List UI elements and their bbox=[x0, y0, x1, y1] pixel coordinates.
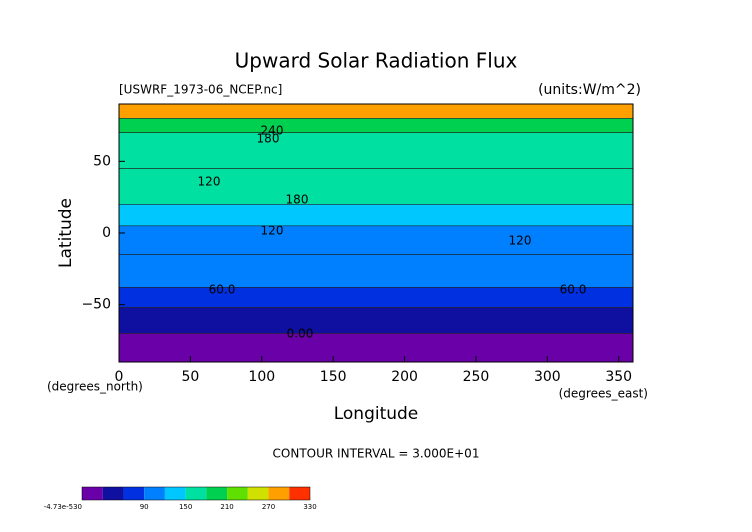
colorbar-label: 210 bbox=[220, 503, 233, 511]
colorbar-segment bbox=[164, 487, 186, 500]
field-band bbox=[118, 168, 634, 205]
x-tick-label: 200 bbox=[391, 369, 418, 385]
colorbar-segment bbox=[185, 487, 207, 500]
colorbar-label: -4.73e-530 bbox=[44, 503, 82, 511]
chart-title: Upward Solar Radiation Flux bbox=[235, 49, 518, 73]
colorbar-label: 330 bbox=[303, 503, 316, 511]
colorbar-segment bbox=[144, 487, 165, 500]
field-band bbox=[118, 254, 634, 288]
y-tick-label: 0 bbox=[102, 225, 111, 241]
colorbar-label: 90 bbox=[140, 503, 149, 511]
colorbar-segment bbox=[247, 487, 269, 500]
x-tick-label: 250 bbox=[463, 369, 490, 385]
colorbar-segment bbox=[227, 487, 248, 500]
contour-label: 120 bbox=[509, 234, 532, 248]
x-tick-label: 100 bbox=[248, 369, 275, 385]
y-unit: (degrees_north) bbox=[47, 380, 143, 394]
field-band bbox=[118, 103, 634, 119]
colorbar-segment bbox=[289, 487, 310, 500]
field-band bbox=[118, 287, 634, 308]
contour-label: 60.0 bbox=[560, 283, 587, 297]
colorbar-segment bbox=[268, 487, 290, 500]
subtitle: [USWRF_1973-06_NCEP.nc] bbox=[119, 83, 282, 97]
field-band bbox=[118, 225, 634, 255]
contour-label: 120 bbox=[198, 175, 221, 189]
units: (units:W/m^2) bbox=[538, 82, 641, 98]
contour-interval: CONTOUR INTERVAL = 3.000E+01 bbox=[273, 447, 480, 461]
x-unit: (degrees_east) bbox=[559, 387, 648, 401]
y-tick-label: 50 bbox=[93, 153, 111, 169]
contour-label: 0.00 bbox=[287, 327, 314, 341]
x-tick-label: 50 bbox=[181, 369, 199, 385]
x-tick-label: 150 bbox=[320, 369, 347, 385]
y-axis-label: Latitude bbox=[56, 198, 76, 268]
x-axis-label: Longitude bbox=[334, 404, 419, 424]
colorbar-segment bbox=[82, 487, 103, 500]
contour-label: 180 bbox=[286, 193, 309, 207]
colorbar-label: 150 bbox=[179, 503, 192, 511]
field-band bbox=[118, 204, 634, 227]
colorbar-segment bbox=[102, 487, 124, 500]
contour-label: 60.0 bbox=[209, 283, 236, 297]
field-band bbox=[118, 132, 634, 169]
colorbar-segment bbox=[206, 487, 228, 500]
contour-label: 240 bbox=[261, 124, 284, 138]
x-tick-label: 0 bbox=[115, 369, 124, 385]
x-tick-label: 300 bbox=[534, 369, 561, 385]
x-tick-label: 350 bbox=[605, 369, 632, 385]
y-tick-label: −50 bbox=[81, 297, 111, 313]
colorbar-segment bbox=[123, 487, 145, 500]
field-band bbox=[118, 333, 634, 363]
contour-label: 120 bbox=[261, 224, 284, 238]
colorbar-label: 270 bbox=[262, 503, 275, 511]
contour-label: 180 bbox=[257, 132, 280, 146]
colorbar-frame bbox=[81, 486, 311, 501]
field-band bbox=[118, 118, 634, 133]
field-band bbox=[118, 307, 634, 334]
